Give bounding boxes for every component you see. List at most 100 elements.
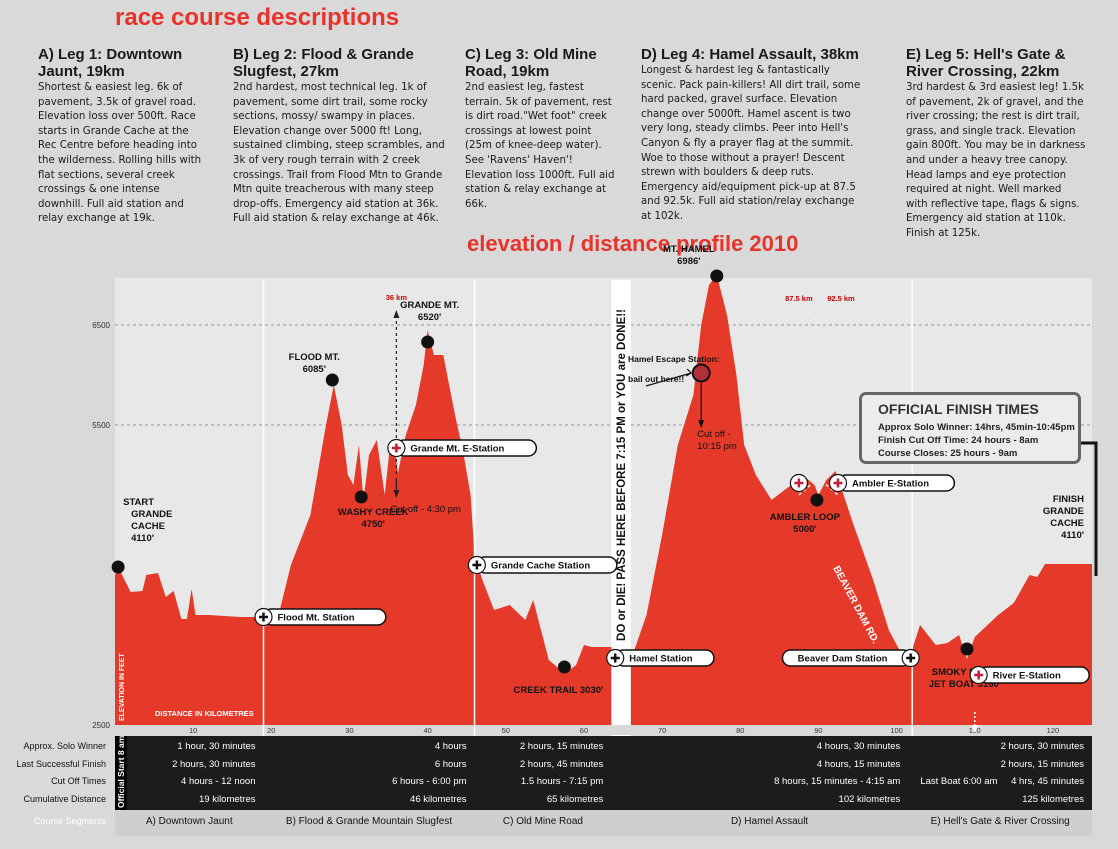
x-tick-label: 50: [502, 726, 510, 735]
hamel-escape-label: bail out here!!: [628, 374, 684, 384]
station-cross-icon: [259, 612, 269, 622]
solo-time: 1 hour, 30 minutes: [177, 741, 255, 752]
x-tick-label: 10: [189, 726, 197, 735]
finish-times-line: Finish Cut Off Time: 24 hours - 8am: [878, 435, 1039, 446]
leg-2-text: 2nd hardest, most technical leg. 1k of p…: [233, 82, 445, 225]
point-sublabel: 5000': [793, 524, 816, 535]
x-tick-label: 40: [423, 726, 431, 735]
hamel-escape-marker: [691, 363, 711, 383]
leg-4-title: D) Leg 4: Hamel Assault, 38km: [641, 46, 859, 63]
x-tick-label: 20: [267, 726, 275, 735]
station-cross-icon: [391, 443, 401, 453]
station-cross-icon: [974, 670, 984, 680]
point-sublabel: 4110': [131, 533, 154, 544]
cutoff-time: 4 hrs, 45 minutes: [1011, 776, 1084, 787]
station-label: Flood Mt. Station: [278, 613, 355, 624]
finish-times-title: OFFICIAL FINISH TIMES: [878, 401, 1039, 417]
cutoff-time: 6 hours - 6:00 pm: [392, 776, 467, 787]
finish-times-line: Approx Solo Winner: 14hrs, 45min-10:45pm: [878, 422, 1075, 433]
point-label: CREEK TRAIL 3030': [514, 685, 604, 696]
y-tick-label: 6500: [92, 321, 110, 330]
leg-1-text: Shortest & easiest leg. 6k of pavement, …: [38, 82, 202, 225]
hamel-cutoff-arrow: [698, 420, 705, 428]
table-row-label: Course Segments: [34, 816, 107, 826]
elevation-point-marker: [960, 642, 974, 656]
leg-2-title: B) Leg 2: Flood & Grande Slugfest, 27km: [233, 46, 414, 80]
y-axis-title: ELEVATION IN FEET: [119, 652, 126, 721]
km-marker-label: 36 km: [386, 293, 408, 302]
last-boat-time: Last Boat 6:00 am: [920, 776, 997, 787]
station-cross-icon: [610, 653, 620, 663]
cutoff-band-label: DO or DIE! PASS HERE BEFORE 7:15 PM or Y…: [616, 309, 628, 641]
finish-box-connector: [1080, 441, 1098, 576]
station-label: Grande Mt. E-Station: [410, 444, 504, 455]
station-cross-icon: [472, 560, 482, 570]
leg-5-description: E) Leg 5: Hell's Gate & River Crossing, …: [906, 46, 1086, 242]
solo-time: 4 hours: [435, 741, 467, 752]
page-title: race course descriptions: [115, 4, 400, 31]
point-label: START: [123, 497, 154, 508]
river-arrow-head: [971, 725, 978, 733]
table-row-label: Approx. Solo Winner: [23, 741, 106, 751]
start-time-label: Official Start 8 am: [116, 735, 126, 808]
elevation-point-marker: [354, 490, 368, 504]
leg-1-title: A) Leg 1: Downtown Jaunt, 19km: [38, 46, 183, 80]
cumulative-distance: 125 kilometres: [1022, 794, 1084, 805]
x-tick-label: 120: [1047, 726, 1060, 735]
point-label: FINISH: [1053, 494, 1084, 505]
x-tick-label: 70: [658, 726, 666, 735]
x-tick-label: 100: [890, 726, 903, 735]
successful-time: 4 hours, 15 minutes: [817, 759, 901, 770]
leg-4-text: Longest & hardest leg & fantastically sc…: [641, 65, 861, 222]
table-row-label: Cumulative Distance: [23, 794, 106, 804]
km-marker-label: 92.5 km: [827, 294, 855, 303]
y-tick-label: 2500: [92, 721, 110, 730]
elevation-point-marker: [557, 660, 571, 674]
point-label: WASHY CREEK: [338, 507, 409, 518]
table-row-label: Last Successful Finish: [16, 759, 106, 769]
grande-cutoff-label: Cut off - 4:30 pm: [390, 504, 461, 515]
station-cross-icon: [794, 478, 804, 488]
elevation-point-marker: [810, 493, 824, 507]
leg-3-text: 2nd easiest leg, fastest terrain. 5k of …: [465, 82, 615, 210]
point-sublabel: GRANDE: [131, 509, 172, 520]
successful-time: 2 hours, 30 minutes: [172, 759, 256, 770]
solo-time: 2 hours, 15 minutes: [520, 741, 604, 752]
point-sublabel: 4750': [362, 519, 385, 530]
point-label: SMOKY RIVER: [932, 667, 998, 678]
cutoff-band: [611, 280, 631, 725]
leg-5-title: E) Leg 5: Hell's Gate & River Crossing, …: [906, 46, 1066, 80]
cumulative-distance: 19 kilometres: [199, 794, 256, 805]
hamel-escape-arrow: [645, 368, 693, 387]
station-label: Beaver Dam Station: [798, 654, 888, 665]
hamel-escape-label: Hamel Escape Station:: [628, 354, 720, 364]
successful-time: 2 hours, 45 minutes: [520, 759, 604, 770]
segment-row-band: [115, 810, 1092, 836]
leg-3-title: C) Leg 3: Old Mine Road, 19km: [465, 46, 597, 80]
station-cross-icon: [833, 478, 843, 488]
km-marker-arrow: [393, 310, 400, 318]
solo-time: 2 hours, 30 minutes: [1001, 741, 1085, 752]
point-sublabel: CACHE: [131, 521, 165, 532]
km-marker-label: 87.5 km: [785, 294, 813, 303]
timing-table-band: [115, 736, 1092, 810]
segment-name: B) Flood & Grande Mountain Slugfest: [286, 816, 452, 827]
leg-4-description: D) Leg 4: Hamel Assault, 38km Longest & …: [641, 46, 865, 225]
x-tick-label: 90: [814, 726, 822, 735]
cumulative-distance: 102 kilometres: [839, 794, 901, 805]
start-label-strip: [115, 736, 127, 810]
point-label: AMBLER LOOP: [770, 512, 841, 523]
y-tick-label: 5500: [92, 421, 110, 430]
elevation-point-marker: [421, 335, 435, 349]
leg-5-text: 3rd hardest & 3rd easiest leg! 1.5k of p…: [906, 82, 1086, 239]
cutoff-arrow-head: [393, 490, 400, 498]
finish-times-line: Course Closes: 25 hours - 9am: [878, 448, 1018, 459]
elevation-point-marker: [111, 560, 125, 574]
successful-time: 2 hours, 15 minutes: [1001, 759, 1085, 770]
solo-time: 4 hours, 30 minutes: [817, 741, 901, 752]
x-axis-title: DISTANCE IN KILOMETRES: [155, 709, 254, 718]
station-label: Hamel Station: [629, 654, 693, 665]
x-tick-label: 30: [345, 726, 353, 735]
table-row-label: Cut Off Times: [51, 776, 106, 786]
